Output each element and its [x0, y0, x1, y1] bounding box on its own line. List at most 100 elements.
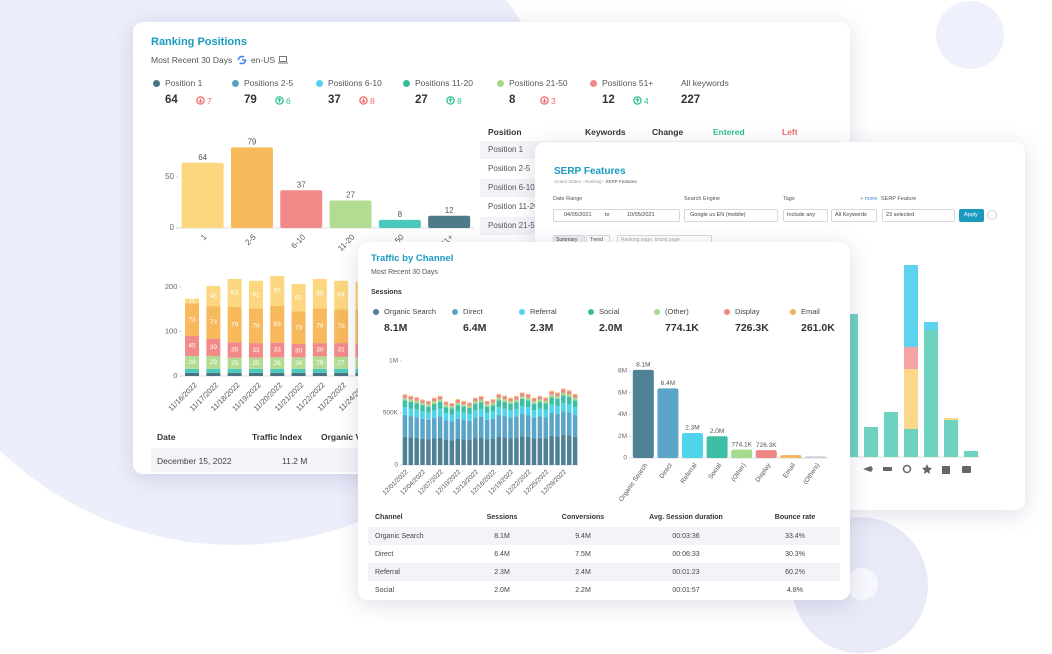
icon — [446, 96, 455, 105]
legend-value: 2.3M — [530, 322, 554, 334]
icon — [196, 96, 205, 105]
bar-segment — [449, 403, 455, 404]
bar-segment — [478, 396, 484, 400]
table-cell: 00:03:36 — [672, 533, 700, 540]
traffic-card: Traffic by Channel Most Recent 30 Days S… — [358, 242, 850, 600]
bar-segment — [525, 407, 531, 416]
summary-change: 4 — [644, 96, 649, 106]
bar-segment — [484, 400, 490, 402]
bar-segment — [484, 412, 490, 420]
engine: Google us EN (mobile) — [690, 212, 746, 218]
bar-segment — [502, 395, 507, 397]
bar-segment — [461, 439, 466, 465]
legend-dot — [497, 80, 504, 87]
legend-dot — [452, 309, 458, 315]
table-cell: Referral — [375, 569, 400, 576]
data-label: 726.3K — [756, 442, 777, 449]
bar-segment — [437, 402, 443, 409]
more-link[interactable]: + more — [860, 196, 878, 202]
table-header: Channel — [375, 514, 403, 521]
table-cell: 2.2M — [575, 587, 591, 594]
bar-segment — [185, 355, 200, 369]
bar-segment — [473, 403, 478, 411]
bar-segment — [455, 411, 460, 419]
tags-mode[interactable] — [783, 209, 828, 222]
table-header: Position — [488, 127, 522, 137]
tags-select[interactable] — [831, 209, 877, 222]
bar-segment — [461, 419, 466, 440]
bar-segment — [496, 397, 502, 401]
legend-label: Email — [801, 307, 820, 316]
bar-segment — [484, 419, 490, 440]
data-label: 63 — [231, 290, 239, 297]
feature-select[interactable] — [882, 209, 955, 222]
table-row — [368, 527, 840, 545]
card-subtitle: Most Recent 30 Days — [371, 269, 438, 276]
bar-segment — [561, 411, 566, 435]
bar-segment — [531, 398, 537, 402]
feature-text: 23 selected — [886, 212, 915, 218]
tags-mode-text: Include any — [787, 212, 816, 218]
legend-label: Social — [599, 307, 620, 316]
y-tick-label: 0 — [170, 223, 175, 232]
bar-segment — [455, 405, 460, 412]
apply-button[interactable] — [959, 209, 984, 222]
bar-segment — [467, 413, 472, 421]
bar-segment — [490, 400, 496, 403]
bar-segment — [561, 395, 566, 403]
legend-dot — [588, 309, 594, 315]
y-tick-label: 8M — [618, 368, 627, 375]
data-label: 33 — [274, 347, 282, 354]
data-label: 37 — [297, 180, 306, 189]
summary-value: 64 — [165, 94, 178, 106]
bar-segment — [408, 408, 414, 417]
bar-segment — [408, 396, 414, 400]
bar-segment — [270, 342, 285, 358]
trend-icon — [359, 96, 368, 105]
card-title: Traffic by Channel — [371, 253, 454, 264]
table-header: Keywords — [585, 127, 626, 137]
summary-label: Positions 51+ — [602, 78, 654, 88]
summary-change: 3 — [551, 96, 556, 106]
bar-segment — [490, 439, 496, 465]
bar-segment — [461, 401, 466, 405]
bar-segment — [566, 390, 572, 392]
date-input[interactable] — [553, 209, 680, 222]
bar-segment — [572, 394, 578, 398]
bar-segment — [248, 308, 263, 344]
table-header: Conversions — [561, 514, 605, 521]
search-placeholder: Ranking page, brand page — [621, 237, 680, 243]
legend-dot — [373, 309, 379, 315]
legend-value: 774.1K — [665, 322, 699, 334]
engine-select[interactable] — [684, 209, 778, 222]
bar-segment — [520, 393, 525, 397]
bar-segment — [478, 402, 484, 409]
bar-segment — [443, 401, 449, 403]
bar-segment — [572, 436, 578, 465]
bar-segment — [402, 400, 408, 408]
bar-segment — [924, 322, 938, 330]
bar-segment — [185, 368, 200, 373]
bar-segment — [490, 399, 496, 401]
chart: 010020011/16/202211/17/202211/18/202211/… — [165, 275, 373, 413]
menu-button[interactable] — [987, 210, 997, 220]
bar-segment — [904, 429, 918, 457]
table-header: Entered — [713, 127, 745, 137]
bar-segment — [206, 355, 221, 369]
bar-segment — [531, 397, 537, 399]
bar-segment — [514, 399, 519, 403]
bg-circle — [846, 568, 878, 600]
chart: 0500K1M12/01/202212/04/202212/07/202212/… — [382, 358, 578, 497]
bar-segment — [467, 408, 472, 414]
icon — [277, 97, 282, 103]
trend-icon — [196, 96, 205, 105]
table-header: Change — [652, 127, 684, 137]
bar-segment — [402, 394, 408, 396]
legend-dot — [590, 80, 597, 87]
bar-segment — [508, 401, 513, 404]
data-label: 66 — [316, 290, 324, 297]
bar-segment — [426, 404, 431, 407]
legend-dot — [316, 80, 323, 87]
icon — [359, 96, 368, 105]
